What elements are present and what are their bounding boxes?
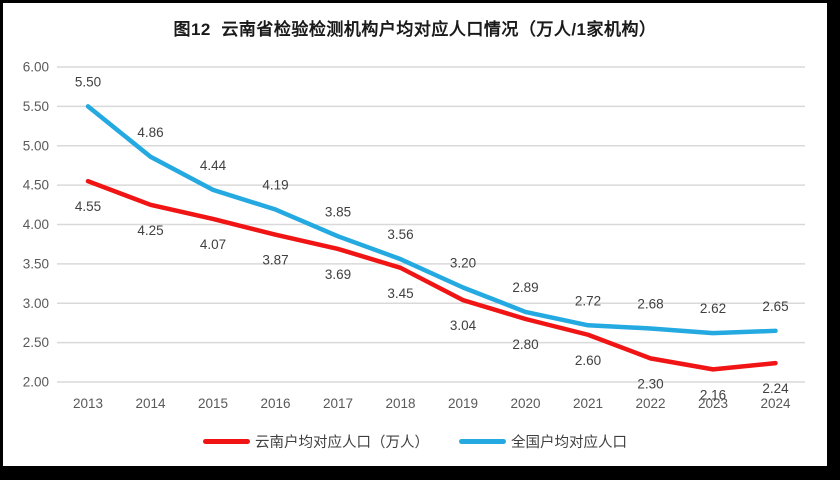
value-label: 3.45: [387, 286, 413, 301]
value-label: 5.50: [75, 74, 101, 89]
chart-container: 图12 云南省检验检测机构户均对应人口情况（万人/1家机构） 2.00 2.50 3…: [3, 3, 827, 466]
value-label: 3.56: [387, 227, 413, 242]
series-value-labels-1: 5.50 4.86 4.44 4.19 3.85 3.56 3.20 2.89 2.72 2.68…: [75, 74, 789, 316]
value-label: 3.87: [262, 253, 288, 268]
legend-label-yunnan: 云南户均对应人口（万人）: [255, 435, 429, 451]
y-tick-label: 6.00: [23, 60, 49, 75]
value-label: 3.04: [450, 318, 477, 333]
y-axis-tick-labels: 2.00 2.50 3.00 3.50 4.00 4.50 5.00 5.50 6.00: [23, 60, 49, 390]
value-label: 2.60: [575, 353, 601, 368]
legend-label-national: 全国户均对应人口: [511, 435, 627, 451]
x-tick-label: 2018: [385, 396, 415, 411]
x-tick-label: 2013: [73, 396, 103, 411]
x-tick-label: 2017: [323, 396, 353, 411]
value-label: 2.65: [762, 299, 788, 314]
value-label: 4.55: [75, 199, 101, 214]
value-label: 4.44: [200, 158, 227, 173]
value-label: 2.68: [637, 296, 663, 311]
x-tick-label: 2015: [198, 396, 228, 411]
legend-line-blue-icon: [459, 439, 506, 444]
value-label: 4.19: [262, 178, 288, 193]
x-tick-label: 2023: [698, 396, 728, 411]
value-label: 2.89: [512, 280, 538, 295]
series-value-labels-0: 4.55 4.25 4.07 3.87 3.69 3.45 3.04 2.80 2.60 2.30…: [75, 199, 789, 402]
series-line-0: [85, 178, 778, 372]
value-label: 4.25: [137, 223, 163, 238]
y-tick-label: 3.00: [23, 296, 49, 311]
x-tick-label: 2021: [573, 396, 603, 411]
chart-title: 图12 云南省检验检测机构户均对应人口情况（万人/1家机构）: [173, 20, 657, 39]
y-tick-label: 4.50: [23, 178, 49, 193]
gridlines: [57, 66, 805, 383]
x-tick-label: 2022: [635, 396, 665, 411]
x-tick-label: 2019: [448, 396, 478, 411]
legend-item-yunnan: 云南户均对应人口（万人）: [203, 431, 429, 452]
legend: 云南户均对应人口（万人） 全国户均对应人口: [3, 431, 827, 452]
value-label: 4.86: [137, 125, 163, 140]
value-label: 2.24: [762, 381, 789, 396]
value-label: 2.30: [637, 376, 663, 391]
value-label: 2.62: [700, 301, 726, 316]
y-tick-label: 2.50: [23, 335, 49, 350]
x-tick-label: 2016: [260, 396, 290, 411]
y-tick-label: 5.00: [23, 138, 49, 153]
value-label: 2.72: [575, 293, 601, 308]
value-label: 2.16: [700, 387, 726, 402]
value-label: 4.07: [200, 237, 226, 252]
y-tick-label: 3.50: [23, 256, 49, 271]
value-label: 3.20: [450, 256, 476, 271]
y-tick-label: 2.00: [23, 375, 49, 390]
line-chart-plot: 2.00 2.50 3.00 3.50 4.00 4.50 5.00 5.50 6.00 2013…: [23, 60, 805, 411]
legend-item-national: 全国户均对应人口: [459, 431, 627, 452]
y-tick-label: 5.50: [23, 99, 49, 114]
x-tick-label: 2024: [760, 396, 791, 411]
x-axis-tick-labels: 2013 2014 2015 2016 2017 2018 2019 2020 2021 2022…: [73, 396, 791, 411]
value-label: 3.69: [325, 267, 351, 282]
x-tick-label: 2014: [135, 396, 166, 411]
value-label: 2.80: [512, 337, 538, 352]
series-line-1: [85, 104, 778, 336]
legend-line-red-icon: [203, 439, 250, 444]
y-tick-label: 4.00: [23, 217, 49, 232]
x-tick-label: 2020: [510, 396, 540, 411]
value-label: 3.85: [325, 204, 351, 219]
